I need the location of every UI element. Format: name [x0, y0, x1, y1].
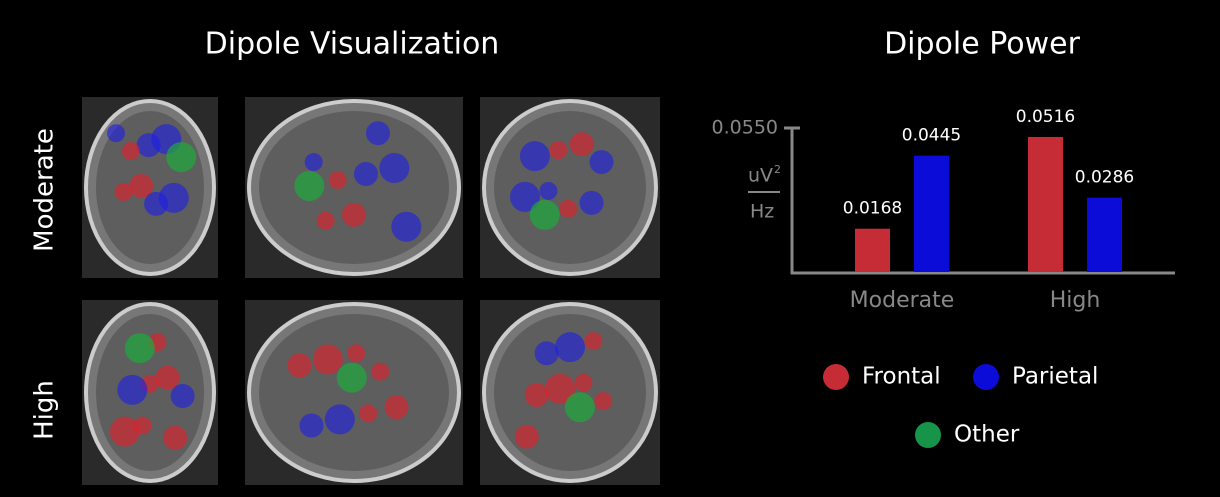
row-label: Moderate [30, 128, 60, 252]
dipole [328, 170, 347, 189]
dipole [514, 424, 539, 449]
chart-title: Dipole Power [884, 27, 1081, 62]
dipole [342, 202, 366, 227]
dipole [589, 150, 614, 175]
dipole [124, 333, 155, 364]
dipole [534, 341, 559, 366]
dipole [524, 382, 549, 407]
dipole [155, 365, 180, 390]
dipole [519, 141, 550, 172]
dipole [549, 141, 568, 160]
dipole [564, 392, 595, 423]
dipole [299, 413, 324, 438]
dipole [107, 124, 125, 143]
brain-images [82, 97, 660, 485]
dipole [584, 332, 603, 351]
dipole [144, 191, 169, 216]
dipole [316, 211, 335, 230]
value-label: 0.0286 [1075, 168, 1134, 188]
dipole [384, 395, 409, 420]
dipole [569, 132, 594, 157]
y-label-unit: uV [748, 165, 773, 187]
legend-marker [915, 422, 941, 448]
dipole [559, 199, 578, 218]
legend-label: Parietal [1012, 364, 1098, 390]
dipole [129, 173, 154, 198]
dipole [109, 416, 140, 447]
legend-label: Frontal [862, 364, 941, 390]
dipole [312, 344, 343, 375]
dipole [294, 170, 325, 201]
dipole [365, 121, 390, 146]
bar [855, 228, 890, 272]
dipole [324, 404, 355, 435]
bar [1028, 136, 1063, 272]
dipole [336, 362, 367, 393]
x-tick-label: High [1050, 288, 1101, 313]
dipole [555, 332, 585, 363]
y-label-power: 2 [774, 163, 781, 176]
row-label: High [30, 380, 60, 440]
y-tick-label: 0.0550 [712, 117, 778, 139]
brain-tissue [259, 111, 449, 264]
dipole [163, 425, 188, 450]
dipole [136, 133, 161, 158]
y-label-per: Hz [750, 201, 774, 223]
dipole [574, 373, 593, 392]
dipole [529, 199, 560, 230]
dipole [579, 190, 604, 215]
value-label: 0.0445 [902, 126, 961, 146]
figure-title: Dipole Visualization [205, 27, 500, 62]
bar [914, 155, 949, 272]
value-label: 0.0168 [843, 199, 902, 219]
dipole [114, 182, 133, 201]
dipole [117, 374, 148, 405]
dipole [379, 153, 410, 184]
bar [1087, 197, 1122, 272]
dipole [166, 142, 197, 173]
dipole [594, 392, 613, 411]
dipole [304, 153, 323, 172]
dipole [287, 353, 312, 378]
dipole [353, 162, 378, 187]
dipole [347, 344, 366, 363]
dipole [371, 362, 390, 381]
legend-marker [973, 364, 999, 390]
x-tick-label: Moderate [850, 288, 955, 313]
dipole [359, 404, 378, 423]
dipole [545, 373, 576, 404]
dipole [170, 384, 195, 409]
legend-marker [823, 364, 849, 390]
dipole [121, 142, 140, 161]
dipole [391, 211, 422, 242]
dipole [539, 181, 558, 200]
dipole [510, 181, 540, 212]
value-label: 0.0516 [1016, 107, 1075, 127]
legend-label: Other [954, 422, 1020, 448]
